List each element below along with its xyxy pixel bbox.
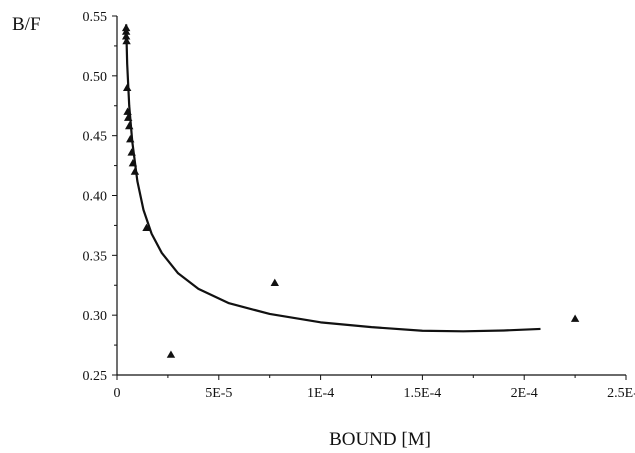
x-tick-label: 5E-5: [205, 386, 232, 401]
x-tick-label: 2.5E-4: [607, 386, 635, 401]
data-point-triangle: [128, 158, 138, 167]
fit-curve-line: [125, 24, 541, 333]
data-point-triangle: [570, 314, 580, 322]
x-tick-label: 1E-4: [307, 386, 334, 401]
x-tick-label: 2E-4: [511, 386, 538, 401]
data-point-triangle: [127, 148, 136, 156]
data-point-triangle: [123, 113, 133, 121]
y-axis-title: B/F: [12, 14, 41, 35]
data-point-triangle: [126, 135, 135, 143]
data-point-triangle: [270, 278, 279, 287]
x-axis-title: BOUND [M]: [329, 429, 431, 450]
data-point-triangle: [166, 350, 176, 358]
y-tick-label: 0.30: [83, 309, 108, 324]
data-point-triangle: [142, 223, 151, 231]
data-point-triangle: [122, 36, 131, 45]
y-tick-label: 0.50: [83, 70, 108, 85]
y-tick-label: 0.25: [83, 369, 108, 384]
x-tick-label: 0: [114, 386, 121, 401]
y-tick-label: 0.45: [83, 130, 108, 145]
data-point-triangle: [125, 121, 134, 130]
data-point-triangle: [121, 27, 131, 35]
data-point-triangle: [122, 83, 132, 91]
data-points: [121, 23, 580, 358]
data-point-triangle: [130, 167, 140, 175]
y-tick-label: 0.35: [83, 249, 108, 264]
data-point-triangle: [121, 32, 131, 40]
axes: [116, 16, 626, 376]
x-tick-label: 1.5E-4: [404, 386, 442, 401]
ticks: 0 5E-5 1E-4 1.5E-4 2E-4 2.5E-4 0.25 0.30 0.35 0.4…: [83, 10, 635, 401]
fit-curve: [125, 24, 541, 333]
y-tick-label: 0.40: [83, 190, 108, 205]
data-point-triangle: [123, 107, 132, 115]
y-tick-label: 0.55: [83, 10, 108, 25]
